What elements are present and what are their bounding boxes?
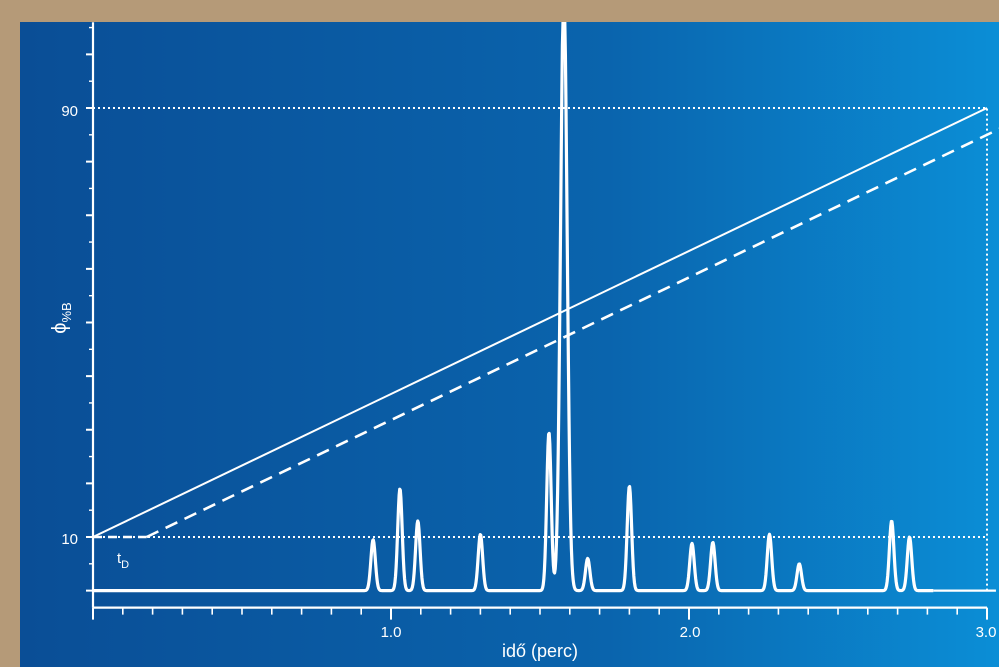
svg-text:ϕ%B: ϕ%B	[49, 302, 74, 333]
dwell-time-symbol: t	[117, 550, 122, 567]
y-tick-label-90: 90	[61, 103, 78, 120]
chromatogram	[92, 22, 996, 593]
y-axis-title: ϕ%B	[49, 302, 74, 333]
chromatogram-trace	[92, 22, 935, 593]
dwell-time-subscript: D	[121, 559, 129, 571]
chart-panel-background	[20, 22, 999, 667]
x-axis-title: idő (perc)	[502, 641, 578, 661]
axis-ticks	[86, 26, 988, 620]
x-tick-label-2: 2.0	[680, 624, 701, 641]
dwell-time-label: tD	[117, 550, 129, 571]
y-axis-title-subscript: %B	[59, 302, 74, 322]
gradient-line-dashed	[146, 127, 999, 539]
y-tick-label-10: 10	[61, 531, 78, 548]
gradient-line-solid	[92, 107, 988, 538]
gradient-series	[92, 107, 999, 539]
y-axis-title-symbol: ϕ	[49, 323, 71, 334]
axis-labels: 90 10 1.0 2.0 3.0 idő (perc) ϕ%B tD	[49, 103, 996, 661]
x-tick-label-3: 3.0	[976, 624, 997, 641]
x-tick-label-1: 1.0	[381, 624, 402, 641]
reference-lines	[93, 107, 988, 591]
